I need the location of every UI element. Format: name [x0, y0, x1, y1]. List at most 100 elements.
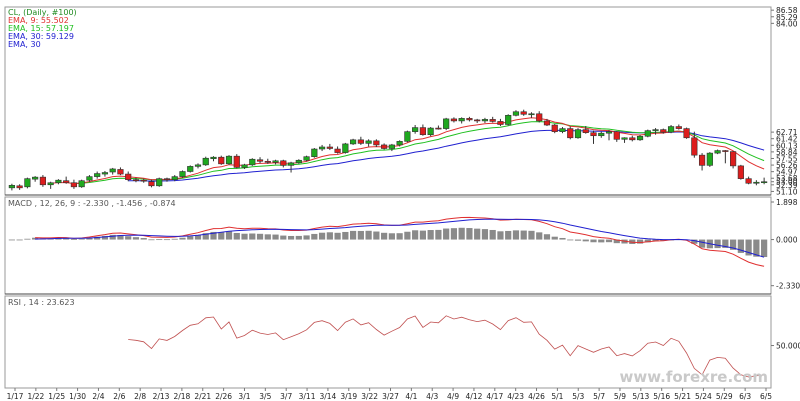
x-tick-label: 2/6: [113, 392, 125, 401]
rsi-panel: [4, 295, 772, 389]
candle-body: [132, 179, 140, 181]
macd-histogram-bar: [125, 236, 132, 240]
macd-histogram-bar: [295, 235, 302, 240]
candle-body: [450, 118, 458, 122]
macd-histogram-bar: [543, 234, 551, 240]
macd-histogram-bar: [427, 230, 434, 240]
candle-body: [350, 139, 357, 145]
macd-histogram-bar: [598, 239, 605, 243]
x-tick-label: 4/1: [405, 392, 417, 401]
candle-body: [373, 140, 380, 146]
candle-body: [101, 172, 109, 175]
macd-histogram-bar: [94, 236, 101, 240]
candle-body: [691, 137, 698, 156]
macd-histogram-bar: [350, 230, 357, 240]
price-tick-label: 84.00: [776, 19, 798, 28]
candle-body: [202, 157, 209, 166]
candle-body: [543, 120, 551, 126]
macd-histogram-bar: [342, 231, 349, 240]
candle-body: [342, 143, 349, 153]
x-tick-label: 2/8: [134, 392, 146, 401]
watermark-text: www.forexre.com: [620, 368, 768, 386]
macd-histogram-bar: [218, 232, 225, 240]
macd-histogram-bar: [179, 237, 186, 240]
rsi-line: [128, 315, 765, 378]
macd-histogram-bar: [24, 238, 31, 240]
x-tick-label: 3/14: [319, 392, 336, 401]
macd-histogram-bar: [466, 228, 473, 240]
macd-histogram-bar: [16, 239, 23, 241]
macd-histogram-bar: [691, 239, 698, 244]
candle-body: [249, 158, 256, 166]
macd-histogram-bar: [8, 239, 15, 241]
candle-body: [109, 168, 116, 173]
candle-body: [621, 137, 628, 140]
x-tick-label: 4/9: [447, 392, 459, 401]
x-tick-label: 1/25: [48, 392, 65, 401]
macd-histogram-bar: [605, 239, 613, 243]
candle-body: [536, 113, 543, 122]
candle-body: [179, 171, 186, 177]
candle-body: [737, 165, 744, 179]
candle-body: [497, 121, 504, 125]
candle-body: [233, 155, 240, 168]
macd-histogram-bar: [435, 229, 442, 240]
x-tick-label: 2/26: [215, 392, 232, 401]
macd-histogram-bar: [574, 239, 582, 241]
x-tick-label: 5/1: [551, 392, 563, 401]
macd-histogram-bar: [567, 239, 574, 241]
candle-body: [326, 146, 333, 149]
candle-body: [582, 129, 589, 133]
macd-histogram-bar: [78, 238, 85, 240]
macd-tick-label: -2.330: [776, 282, 800, 291]
candle-body: [443, 118, 450, 129]
candle-body: [39, 176, 46, 186]
candle-body: [753, 181, 760, 184]
macd-histogram-bar: [629, 239, 636, 244]
macd-histogram-bar: [381, 232, 388, 240]
candle-body: [78, 180, 85, 188]
macd-histogram-bar: [70, 239, 78, 240]
candle-body: [481, 119, 489, 122]
candle-body: [357, 139, 364, 144]
x-tick-label: 5/16: [653, 392, 670, 401]
x-tick-label: 4/12: [466, 392, 483, 401]
legend-entry: CL, (Daily, #100): [8, 8, 77, 17]
candle-body: [264, 160, 271, 163]
candle-body: [567, 128, 574, 139]
candle-body: [334, 148, 341, 153]
candle-body: [489, 119, 496, 122]
price-tick-label: 86.58: [776, 6, 798, 15]
x-tick-label: 1/22: [27, 392, 44, 401]
x-tick-label: 5/9: [614, 392, 626, 401]
macd-histogram-bar: [256, 233, 264, 240]
macd-histogram-bar: [582, 239, 589, 242]
candle-body: [47, 182, 54, 186]
macd-histogram-bar: [249, 233, 256, 240]
legend-entry: EMA, 9: 55.502: [8, 16, 69, 25]
legend-entry: EMA, 15: 57.197: [8, 24, 74, 33]
candle-body: [730, 151, 737, 167]
macd-panel: [4, 196, 772, 295]
candle-body: [427, 127, 434, 136]
macd-histogram-bar: [404, 231, 411, 240]
price-tick-label: 54.97: [776, 168, 798, 177]
macd-histogram-bar: [652, 239, 659, 242]
candle-body: [32, 176, 39, 180]
candle-body: [187, 166, 194, 172]
candle-body: [70, 182, 78, 188]
x-tick-label: 5/3: [572, 392, 584, 401]
x-tick-label: 5/21: [674, 392, 691, 401]
candle-body: [644, 130, 651, 137]
candle-body: [667, 126, 675, 133]
price-tick-label: 61.42: [776, 135, 798, 144]
candle-body: [714, 150, 721, 154]
macd-tick-label: 0.000: [776, 236, 798, 245]
macd-histogram-bar: [303, 235, 310, 240]
macd-histogram-bar: [318, 232, 326, 240]
macd-histogram-bar: [551, 236, 558, 240]
macd-histogram-bar: [458, 227, 465, 240]
macd-histogram-bar: [210, 231, 217, 240]
price-tick-label: 57.55: [776, 154, 798, 163]
macd-histogram-bar: [171, 238, 178, 240]
